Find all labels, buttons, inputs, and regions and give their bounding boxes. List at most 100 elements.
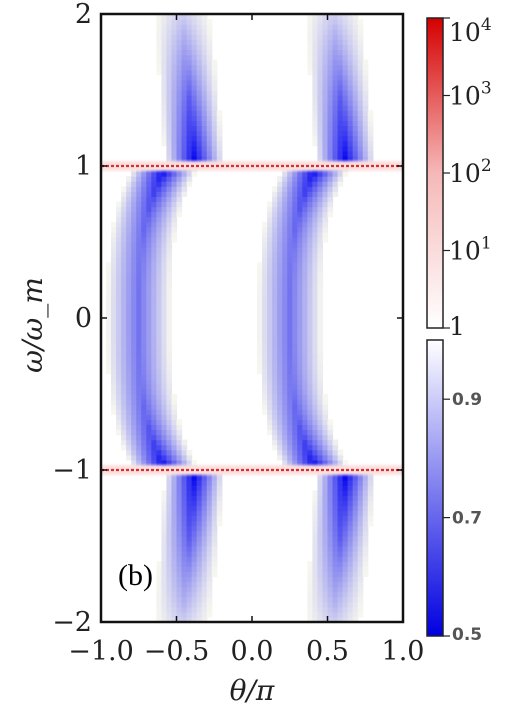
- heatmap-cell: [201, 611, 208, 618]
- heatmap-cell: [332, 54, 339, 61]
- heatmap-cell: [131, 343, 137, 349]
- heatmap-cell: [141, 201, 147, 208]
- heatmap-cell: [186, 135, 193, 142]
- heatmap-cell: [277, 373, 283, 380]
- heatmap-cell: [317, 475, 324, 481]
- heatmap-cell: [337, 561, 344, 567]
- heatmap-cell: [302, 272, 308, 279]
- heatmap-cell: [201, 95, 208, 101]
- heatmap-cell: [161, 201, 168, 208]
- heatmap-cell: [131, 404, 137, 410]
- heatmap-cell: [171, 130, 178, 137]
- heatmap-cell: [367, 475, 374, 481]
- heatmap-cell: [176, 429, 183, 436]
- heatmap-cell: [282, 307, 288, 314]
- heatmap-cell: [156, 576, 162, 583]
- heatmap-cell: [156, 59, 162, 66]
- heatmap-cell: [111, 226, 117, 233]
- heatmap-cell: [131, 216, 137, 223]
- heatmap-cell: [116, 388, 122, 395]
- heatmap-cell: [327, 125, 334, 132]
- heatmap-cell: [272, 409, 278, 415]
- heatmap-cell: [337, 130, 344, 137]
- heatmap-cell: [216, 500, 223, 507]
- heatmap-cell: [131, 221, 137, 228]
- heatmap-cell: [322, 120, 329, 127]
- heatmap-cell: [312, 14, 319, 20]
- heatmap-cell: [211, 84, 218, 91]
- heatmap-cell: [312, 611, 319, 618]
- heatmap-cell: [317, 272, 324, 279]
- heatmap-cell: [171, 566, 178, 572]
- heatmap-cell: [126, 439, 132, 446]
- heatmap-cell: [317, 297, 324, 304]
- heatmap-cell: [216, 495, 223, 501]
- heatmap-cell: [211, 525, 218, 532]
- heatmap-cell: [141, 191, 147, 197]
- heatmap-cell: [352, 500, 359, 507]
- heatmap-cell: [126, 221, 132, 228]
- heatmap-cell: [161, 297, 168, 304]
- heatmap-cell: [277, 242, 283, 248]
- heatmap-cell: [357, 115, 364, 121]
- heatmap-cell: [166, 576, 173, 583]
- heatmap-cell: [337, 611, 344, 618]
- heatmap-cell: [362, 100, 369, 106]
- heatmap-cell: [277, 333, 283, 339]
- heatmap-cell: [151, 459, 157, 466]
- heatmap-cell: [327, 171, 334, 177]
- heatmap-cell: [337, 69, 344, 76]
- heatmap-cell: [166, 39, 173, 45]
- heatmap-cell: [352, 586, 359, 593]
- heatmap-cell: [337, 546, 344, 552]
- heatmap-cell: [136, 287, 142, 294]
- heatmap-cell: [141, 333, 147, 339]
- heatmap-cell: [176, 616, 183, 622]
- heatmap-cell: [362, 115, 369, 121]
- heatmap-cell: [272, 226, 278, 233]
- heatmap-cell: [116, 272, 122, 279]
- heatmap-cell: [196, 515, 203, 522]
- heatmap-cell: [307, 257, 313, 263]
- heatmap-cell: [176, 611, 183, 618]
- heatmap-cell: [151, 231, 157, 238]
- heatmap-cell: [171, 409, 178, 415]
- heatmap-cell: [322, 540, 329, 547]
- heatmap-cell: [191, 606, 198, 613]
- heatmap-cell: [146, 272, 152, 279]
- heatmap-cell: [327, 561, 334, 567]
- heatmap-cell: [292, 333, 298, 339]
- heatmap-cell: [342, 561, 349, 567]
- heatmap-cell: [282, 429, 288, 436]
- heatmap-cell: [347, 105, 354, 111]
- heatmap-cell: [211, 135, 218, 142]
- heatmap-cell: [156, 297, 162, 304]
- heatmap-cell: [171, 226, 178, 233]
- heatmap-cell: [257, 287, 263, 294]
- heatmap-cell: [126, 282, 132, 289]
- heatmap-cell: [156, 302, 162, 309]
- heatmap-cell: [126, 353, 132, 360]
- heatmap-cell: [156, 34, 162, 40]
- heatmap-cell: [156, 454, 162, 461]
- heatmap-cell: [161, 561, 168, 567]
- heatmap-cell: [171, 54, 178, 61]
- heatmap-cell: [347, 125, 354, 132]
- heatmap-cell: [262, 297, 268, 304]
- heatmap-cell: [297, 216, 303, 223]
- heatmap-cell: [367, 140, 374, 147]
- heatmap-cell: [347, 475, 354, 481]
- heatmap-cell: [307, 363, 313, 370]
- heatmap-cell: [171, 29, 178, 35]
- heatmap-cell: [302, 262, 308, 268]
- heatmap-cell: [347, 34, 354, 40]
- heatmap-cell: [201, 596, 208, 603]
- heatmap-cell: [211, 115, 218, 121]
- heatmap-cell: [312, 272, 319, 279]
- heatmap-cell: [151, 287, 157, 294]
- heatmap-cell: [196, 24, 203, 30]
- heatmap-cell: [106, 328, 112, 334]
- heatmap-cell: [171, 394, 178, 400]
- heatmap-cell: [307, 571, 313, 577]
- heatmap-cell: [191, 525, 198, 532]
